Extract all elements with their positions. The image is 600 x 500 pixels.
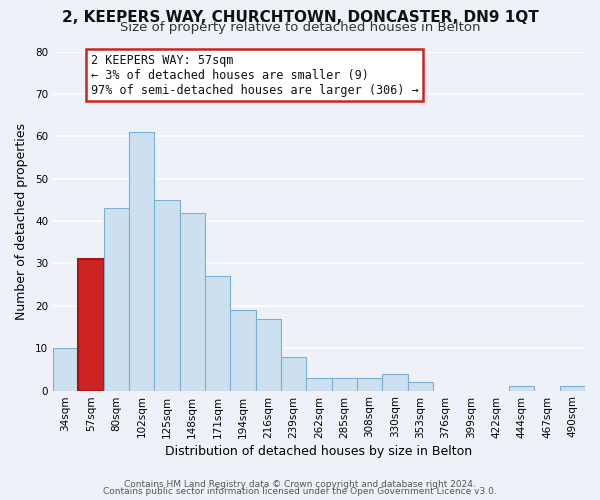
Bar — [509, 386, 535, 390]
Text: 2 KEEPERS WAY: 57sqm
← 3% of detached houses are smaller (9)
97% of semi-detache: 2 KEEPERS WAY: 57sqm ← 3% of detached ho… — [91, 54, 419, 96]
Bar — [407, 382, 433, 390]
Bar — [357, 378, 382, 390]
Bar — [53, 348, 78, 391]
X-axis label: Distribution of detached houses by size in Belton: Distribution of detached houses by size … — [166, 444, 473, 458]
Text: 2, KEEPERS WAY, CHURCHTOWN, DONCASTER, DN9 1QT: 2, KEEPERS WAY, CHURCHTOWN, DONCASTER, D… — [62, 10, 538, 25]
Text: Size of property relative to detached houses in Belton: Size of property relative to detached ho… — [120, 21, 480, 34]
Bar — [104, 208, 129, 390]
Bar — [154, 200, 179, 390]
Bar — [78, 259, 104, 390]
Bar — [332, 378, 357, 390]
Bar — [382, 374, 407, 390]
Bar — [281, 356, 306, 390]
Bar — [179, 212, 205, 390]
Bar — [205, 276, 230, 390]
Bar — [306, 378, 332, 390]
Y-axis label: Number of detached properties: Number of detached properties — [15, 122, 28, 320]
Text: Contains public sector information licensed under the Open Government Licence v3: Contains public sector information licen… — [103, 487, 497, 496]
Bar — [129, 132, 154, 390]
Bar — [230, 310, 256, 390]
Text: Contains HM Land Registry data © Crown copyright and database right 2024.: Contains HM Land Registry data © Crown c… — [124, 480, 476, 489]
Bar — [560, 386, 585, 390]
Bar — [256, 318, 281, 390]
